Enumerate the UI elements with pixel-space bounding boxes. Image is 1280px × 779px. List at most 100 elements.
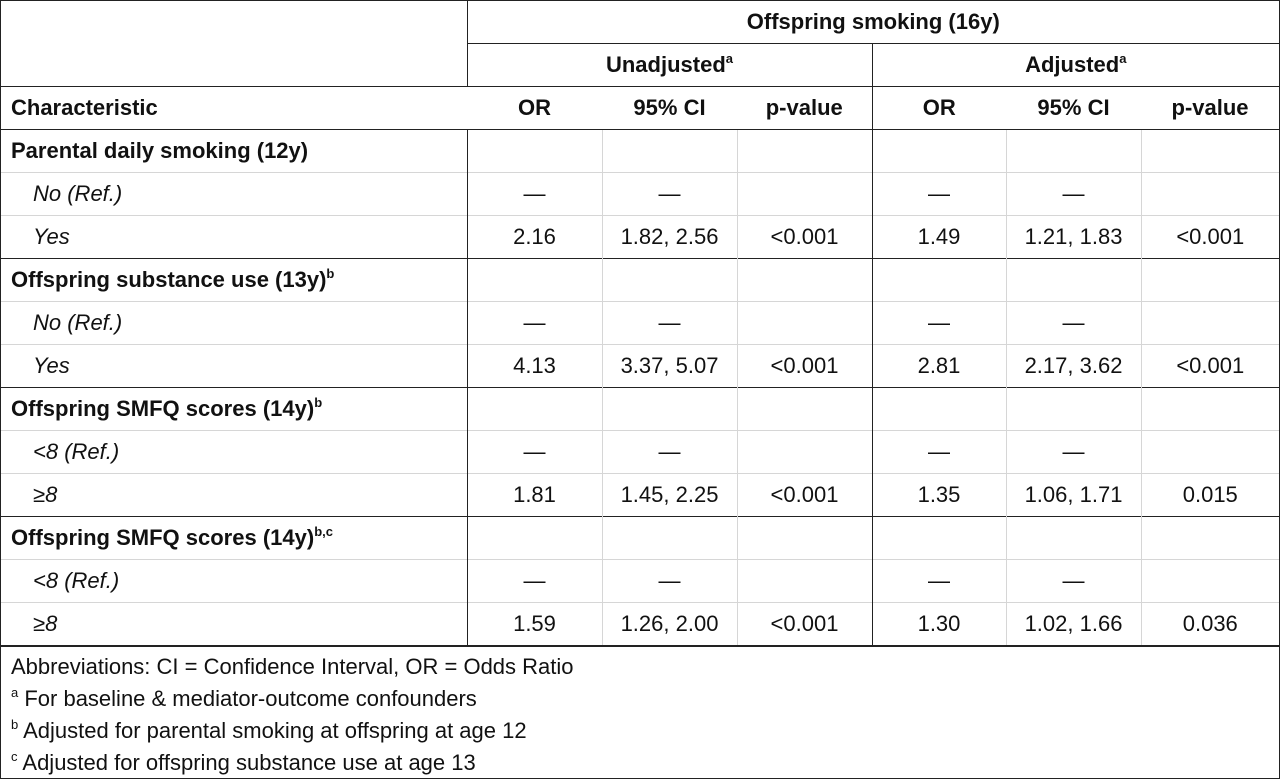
group-adjusted-footnote-mark: a (1119, 51, 1127, 66)
section-header-row: Offspring substance use (13y)b (1, 258, 1280, 302)
footnote-b: b Adjusted for parental smoking at offsp… (11, 715, 1269, 747)
col-header-adj-p: p-value (1141, 86, 1280, 130)
section-header-row: Parental daily smoking (12y) (1, 129, 1280, 173)
results-table: Offspring smoking (16y) Unadjusteda Adju… (1, 1, 1280, 646)
col-header-adj-or: OR (872, 86, 1006, 130)
unadj-ci-cell: 1.45, 2.25 (601, 473, 737, 517)
table-row: <8 (Ref.) — — — — (1, 430, 1280, 474)
empty-cell (1005, 129, 1141, 173)
unadj-or-cell: — (466, 430, 602, 474)
empty-cell (736, 258, 873, 302)
adj-p-cell: <0.001 (1140, 215, 1280, 259)
unadj-ci-cell: — (601, 559, 737, 603)
empty-cell (601, 129, 737, 173)
footnote-a-text: For baseline & mediator-outcome confound… (18, 686, 477, 711)
row-level-label: No (Ref.) (1, 172, 467, 216)
section-footnote-mark: b (326, 266, 335, 281)
unadj-or-cell: — (466, 559, 602, 603)
group-unadjusted-label: Unadjusted (605, 52, 726, 77)
empty-cell (466, 387, 602, 431)
table-row: <8 (Ref.) — — — — (1, 559, 1280, 603)
empty-cell (872, 387, 1006, 431)
adj-or-cell: — (872, 430, 1006, 474)
unadj-p-cell (736, 172, 873, 216)
empty-cell (1140, 516, 1280, 560)
section-title-text: Offspring SMFQ scores (14y) (11, 525, 315, 550)
unadj-ci-cell: — (601, 301, 737, 345)
empty-cell (1005, 258, 1141, 302)
adj-p-cell (1140, 430, 1280, 474)
empty-cell (1140, 129, 1280, 173)
row-level-label: Yes (1, 344, 467, 388)
row-level-label: No (Ref.) (1, 301, 467, 345)
empty-cell (601, 258, 737, 302)
unadj-ci-cell: — (601, 430, 737, 474)
group-adjusted-header: Adjusteda (872, 44, 1279, 87)
footnote-c-text: Adjusted for offspring substance use at … (17, 750, 476, 775)
empty-cell (466, 129, 602, 173)
section-title: Offspring SMFQ scores (14y)b (1, 387, 467, 431)
unadj-p-cell: <0.001 (736, 602, 873, 646)
adj-or-cell: 1.49 (872, 215, 1006, 259)
unadj-or-cell: — (466, 301, 602, 345)
empty-cell (1005, 387, 1141, 431)
unadj-or-cell: 1.81 (466, 473, 602, 517)
section-title-text: Parental daily smoking (12y) (11, 138, 309, 163)
footnote-b-mark: b (11, 717, 19, 732)
adj-p-cell: 0.036 (1140, 602, 1280, 646)
row-level-label: <8 (Ref.) (1, 559, 467, 603)
footnote-a-mark: a (11, 685, 19, 700)
empty-cell (736, 387, 873, 431)
group-unadjusted-header: Unadjusteda (467, 43, 873, 87)
empty-cell (1140, 387, 1280, 431)
empty-cell (1005, 516, 1141, 560)
table-row: Yes 2.16 1.82, 2.56 <0.001 1.49 1.21, 1.83 <0.… (1, 215, 1280, 259)
adj-p-cell (1140, 559, 1280, 603)
unadj-p-cell: <0.001 (736, 473, 873, 517)
row-level-label: ≥8 (1, 473, 467, 517)
col-header-adj-ci: 95% CI (1006, 86, 1141, 130)
table-row: No (Ref.) — — — — (1, 301, 1280, 345)
unadj-p-cell (736, 430, 873, 474)
section-title-text: Offspring substance use (13y) (11, 267, 327, 292)
empty-cell (601, 387, 737, 431)
unadj-or-cell: 2.16 (466, 215, 602, 259)
unadj-or-cell: 4.13 (466, 344, 602, 388)
table-footnotes: Abbreviations: CI = Confidence Interval,… (1, 646, 1279, 779)
row-level-label: <8 (Ref.) (1, 430, 467, 474)
adj-ci-cell: 1.02, 1.66 (1005, 602, 1141, 646)
group-unadjusted-footnote-mark: a (725, 51, 734, 66)
adj-or-cell: 2.81 (872, 344, 1006, 388)
empty-cell (872, 130, 1006, 173)
adj-p-cell: <0.001 (1140, 344, 1280, 388)
blank-corner-cell-2 (1, 43, 468, 87)
col-header-unadj-ci: 95% CI (602, 86, 737, 130)
col-header-unadj-p: p-value (737, 86, 873, 130)
unadj-ci-cell: 3.37, 5.07 (601, 344, 737, 388)
footnote-c: c Adjusted for offspring substance use a… (11, 747, 1269, 779)
unadj-ci-cell: 1.26, 2.00 (601, 602, 737, 646)
blank-corner-cell (1, 1, 468, 44)
table-row: ≥8 1.81 1.45, 2.25 <0.001 1.35 1.06, 1.71 0.01… (1, 473, 1280, 517)
header-row-groups: Unadjusteda Adjusteda (1, 43, 1279, 87)
adj-ci-cell: 1.06, 1.71 (1005, 473, 1141, 517)
adj-ci-cell: — (1005, 172, 1141, 216)
unadj-or-cell: — (466, 172, 602, 216)
section-footnote-mark: b (314, 395, 323, 410)
empty-cell (872, 516, 1006, 560)
outcome-title: Offspring smoking (16y) (467, 1, 1280, 44)
unadj-ci-cell: 1.82, 2.56 (601, 215, 737, 259)
empty-cell (466, 516, 602, 560)
characteristic-header: Characteristic (1, 86, 467, 130)
unadj-ci-cell: — (601, 172, 737, 216)
adj-or-cell: — (872, 559, 1006, 603)
empty-cell (466, 258, 602, 302)
section-footnote-mark: b,c (314, 524, 333, 539)
empty-cell (1140, 258, 1280, 302)
adj-or-cell: 1.30 (872, 602, 1006, 646)
empty-cell (736, 516, 873, 560)
header-row-columns: Characteristic OR 95% CI p-value OR 95% … (1, 86, 1280, 130)
table-row: Yes 4.13 3.37, 5.07 <0.001 2.81 2.17, 3.62 <0.… (1, 344, 1280, 388)
footnote-c-mark: c (11, 749, 18, 764)
